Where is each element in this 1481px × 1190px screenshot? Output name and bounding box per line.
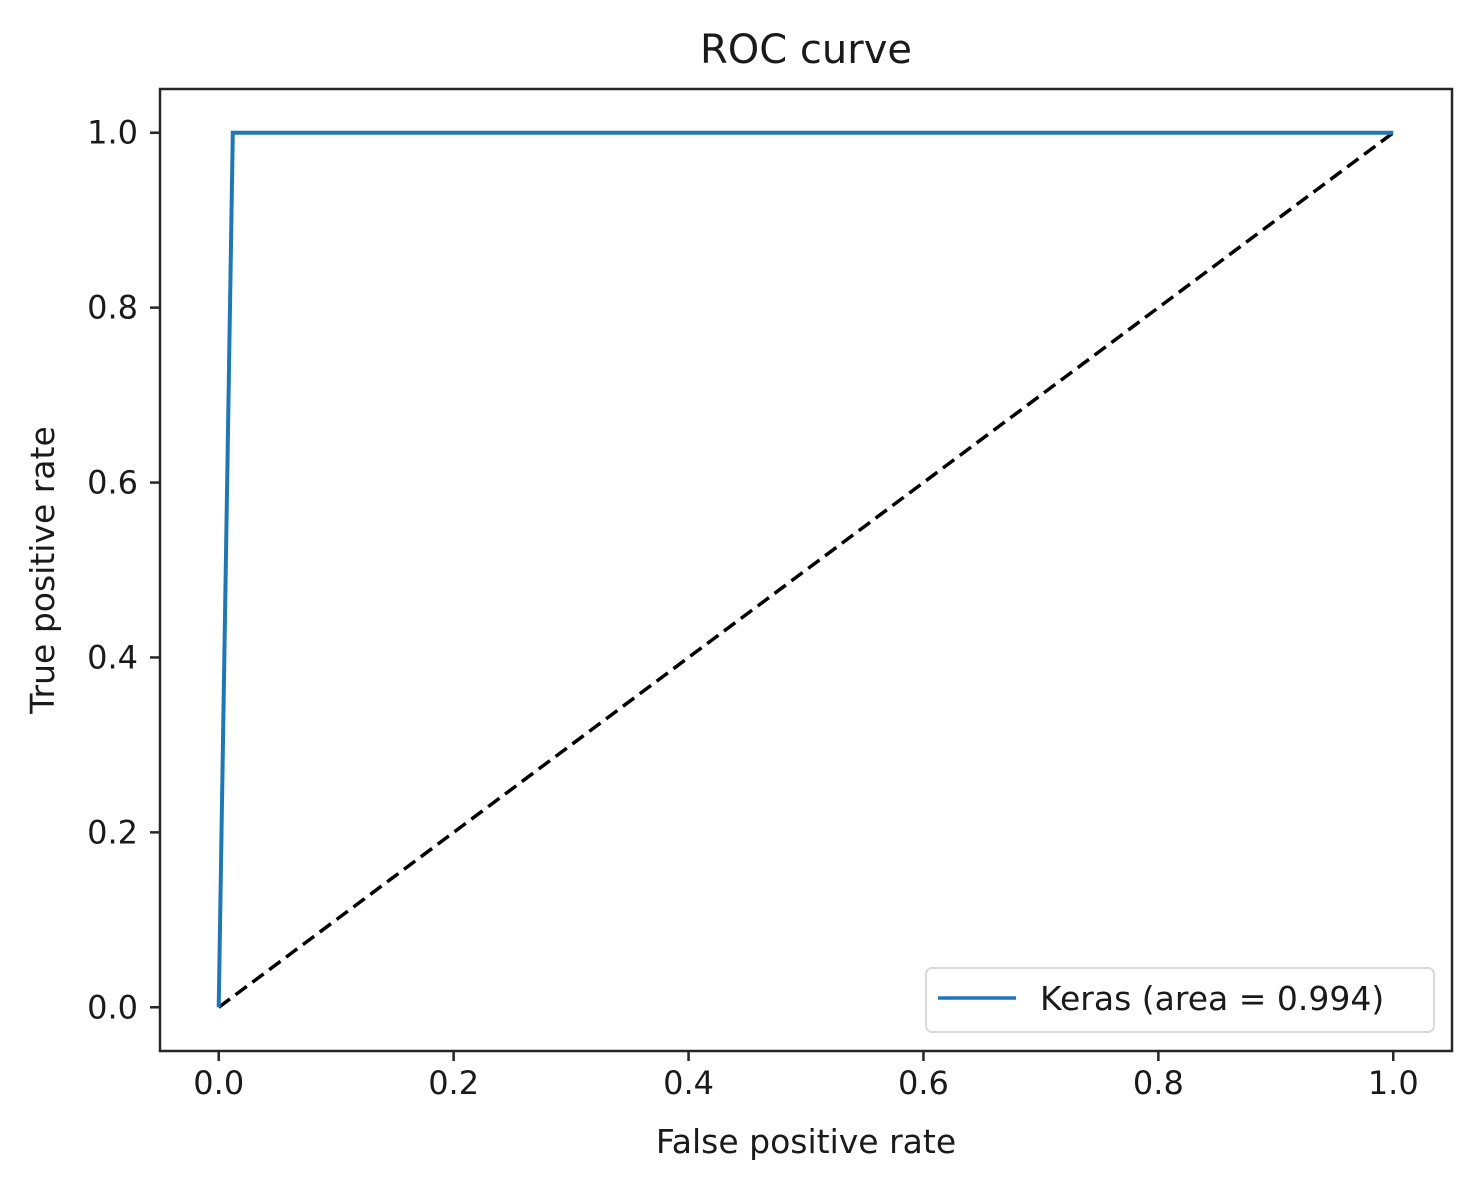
x-tick-label-3: 0.6 <box>898 1064 949 1102</box>
legend-label-keras: Keras (area = 0.994) <box>1040 979 1384 1018</box>
y-tick-label-5: 1.0 <box>87 114 138 152</box>
y-axis-label: True positive rate <box>23 426 62 715</box>
y-tick-label-2: 0.4 <box>87 638 138 676</box>
legend: Keras (area = 0.994) <box>925 967 1435 1033</box>
series-roc-curve <box>216 130 1394 1008</box>
x-tick-label-4: 0.8 <box>1133 1064 1184 1102</box>
series-chance-diagonal <box>217 131 1395 1009</box>
x-tick-label-5: 1.0 <box>1368 1064 1419 1102</box>
x-tick-label-0: 0.0 <box>193 1064 244 1102</box>
ticks-layer: 0.0 0.2 0.4 0.6 0.8 1.0 0.0 0.2 0.4 0.6 0.8 1.0 <box>87 114 1419 1102</box>
legend-box <box>925 967 1435 1033</box>
x-tick-label-1: 0.2 <box>428 1064 479 1102</box>
x-tick-label-2: 0.4 <box>663 1064 714 1102</box>
y-tick-label-0: 0.0 <box>87 988 138 1026</box>
y-tick-label-4: 0.8 <box>87 289 138 327</box>
y-tick-label-1: 0.2 <box>87 813 138 851</box>
x-axis-label: False positive rate <box>656 1122 956 1161</box>
plot-frame <box>158 87 1454 1053</box>
series-layer <box>216 130 1395 1009</box>
y-tick-label-3: 0.6 <box>87 464 138 502</box>
chart-title: ROC curve <box>700 27 912 73</box>
